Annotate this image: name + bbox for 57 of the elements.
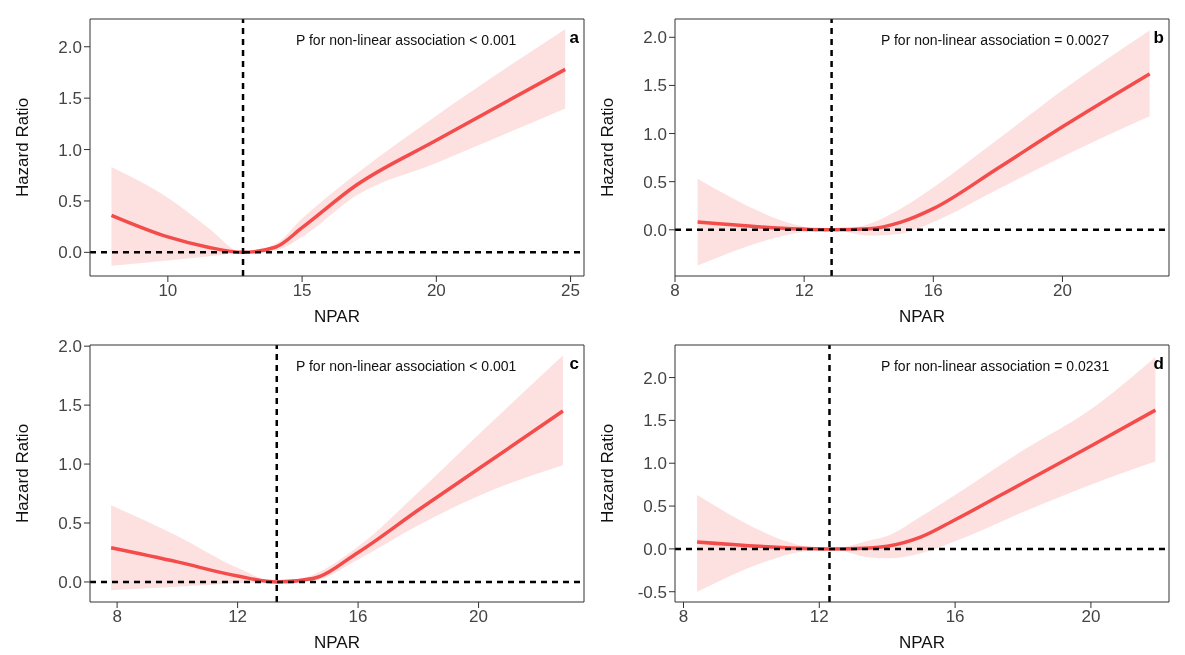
y-tick-label: 2.0 bbox=[58, 337, 82, 357]
annotation: c bbox=[569, 354, 579, 374]
line-series bbox=[109, 409, 565, 584]
y-axis-title: Hazard Ratio bbox=[13, 423, 33, 524]
x-axis-title: NPAR bbox=[314, 633, 360, 652]
annotation: P for non-linear association < 0.001 bbox=[296, 32, 517, 48]
annotation: a bbox=[569, 28, 579, 48]
y-tick-label: 0.0 bbox=[58, 243, 82, 263]
line-series bbox=[695, 72, 1152, 232]
line-series bbox=[695, 408, 1158, 551]
y-tick-label: 1.0 bbox=[643, 124, 667, 144]
x-tick-label: 8 bbox=[112, 607, 122, 627]
annotation: P for non-linear association < 0.001 bbox=[296, 358, 517, 374]
y-tick-label: 1.5 bbox=[58, 396, 82, 416]
x-tick-label: 20 bbox=[426, 281, 446, 301]
y-tick-label: 0.0 bbox=[58, 572, 82, 592]
y-tick-label: 1.5 bbox=[643, 411, 667, 431]
y-tick-label: 0.5 bbox=[58, 514, 82, 534]
x-tick-label: 8 bbox=[678, 607, 689, 627]
y-tick-label: 1.0 bbox=[643, 454, 667, 474]
y-tick-label: 0.5 bbox=[643, 497, 667, 517]
y-tick-label: -0.5 bbox=[637, 582, 667, 602]
x-tick-label: 12 bbox=[794, 281, 814, 301]
x-tick-label: 20 bbox=[1081, 607, 1101, 627]
y-tick-label: 1.5 bbox=[643, 76, 667, 96]
y-tick-label: 0.5 bbox=[643, 172, 667, 192]
x-tick-label: 8 bbox=[670, 281, 680, 301]
x-tick-label: 20 bbox=[469, 607, 489, 627]
y-tick-label: 2.0 bbox=[643, 368, 667, 388]
x-tick-label: 15 bbox=[292, 281, 312, 301]
y-tick-label: 1.0 bbox=[58, 140, 82, 160]
x-tick-label: 25 bbox=[561, 281, 581, 301]
y-tick-label: 0.0 bbox=[643, 220, 667, 240]
x-tick-label: 10 bbox=[158, 281, 178, 301]
y-axis-title: Hazard Ratio bbox=[598, 97, 618, 198]
x-tick-label: 16 bbox=[348, 607, 368, 627]
x-axis-title: NPAR bbox=[314, 307, 360, 326]
annotation: P for non-linear association = 0.0231 bbox=[881, 358, 1110, 374]
annotation: d bbox=[1153, 354, 1164, 374]
y-axis-title: Hazard Ratio bbox=[13, 97, 33, 198]
y-axis-title: Hazard Ratio bbox=[598, 423, 618, 524]
x-axis-title: NPAR bbox=[899, 633, 945, 652]
x-axis-title: NPAR bbox=[899, 307, 945, 326]
x-tick-label: 20 bbox=[1052, 281, 1072, 301]
x-tick-label: 16 bbox=[945, 607, 965, 627]
y-tick-label: 2.0 bbox=[58, 37, 82, 57]
line-series bbox=[109, 67, 567, 255]
x-tick-label: 12 bbox=[228, 607, 248, 627]
x-tick-label: 16 bbox=[923, 281, 943, 301]
annotation: P for non-linear association = 0.0027 bbox=[881, 32, 1110, 48]
annotation: b bbox=[1153, 28, 1164, 48]
y-tick-label: 0.0 bbox=[643, 539, 667, 559]
y-tick-label: 0.5 bbox=[58, 191, 82, 211]
y-tick-label: 1.0 bbox=[58, 455, 82, 475]
y-tick-label: 1.5 bbox=[58, 89, 82, 109]
x-tick-label: 12 bbox=[809, 607, 829, 627]
y-tick-label: 2.0 bbox=[643, 28, 667, 48]
